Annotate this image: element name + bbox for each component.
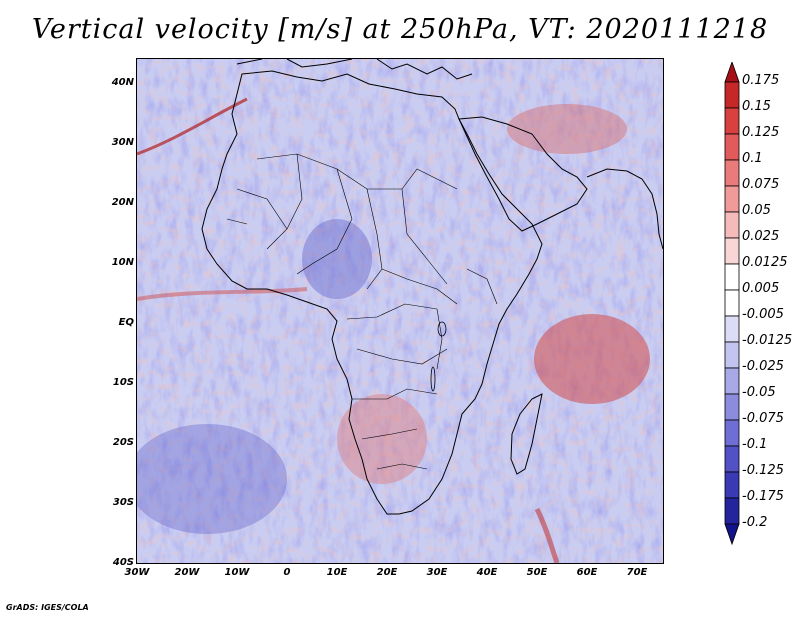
colorbar-segment bbox=[724, 211, 740, 239]
y-tick-label: 20N bbox=[111, 197, 134, 208]
x-tick-label: 30W bbox=[124, 567, 150, 578]
colorbar-label: -0.005 bbox=[742, 307, 784, 322]
chart-title: Vertical velocity [m/s] at 250hPa, VT: 2… bbox=[31, 14, 769, 45]
colorbar-label: -0.1 bbox=[742, 437, 768, 452]
colorbar-min-triangle bbox=[724, 523, 740, 546]
vertical-velocity-field bbox=[137, 59, 663, 563]
colorbar-segment bbox=[724, 393, 740, 421]
itcz-band bbox=[137, 287, 308, 301]
colorbar-label: 0.15 bbox=[742, 99, 771, 114]
colorbar-segment bbox=[724, 445, 740, 473]
colorbar-label: -0.025 bbox=[742, 359, 784, 374]
x-tick-label: 10W bbox=[224, 567, 250, 578]
colorbar-segment bbox=[724, 237, 740, 265]
southern-africa-ascent-patch bbox=[337, 394, 427, 484]
x-tick-label: 0 bbox=[283, 567, 291, 578]
x-tick-label: 60E bbox=[576, 567, 598, 578]
y-tick-label: 40S bbox=[112, 557, 134, 568]
arabia-ascent-patch bbox=[507, 104, 627, 154]
colorbar-label: -0.175 bbox=[742, 489, 784, 504]
x-tick-label: 20E bbox=[376, 567, 398, 578]
europe-coastline bbox=[236, 59, 473, 80]
colorbar-segment bbox=[724, 497, 740, 525]
colorbar-label: 0.025 bbox=[742, 229, 780, 244]
arabia-coastline bbox=[458, 116, 588, 232]
map-plot-area bbox=[136, 58, 664, 564]
country-borders bbox=[226, 153, 498, 470]
x-tick-label: 30E bbox=[426, 567, 448, 578]
colorbar-segment bbox=[724, 81, 740, 109]
y-tick-label: 40N bbox=[111, 77, 134, 88]
lake-tanganyika bbox=[430, 366, 436, 392]
lake-victoria bbox=[437, 321, 447, 337]
colorbar-segment bbox=[724, 315, 740, 343]
x-tick-label: 20W bbox=[174, 567, 200, 578]
colorbar-max-triangle bbox=[724, 62, 740, 83]
grads-credit: GrADS: IGES/COLA bbox=[6, 603, 89, 612]
y-tick-label: 30N bbox=[111, 137, 134, 148]
y-tick-label: 10S bbox=[112, 377, 134, 388]
colorbar-label: -0.2 bbox=[742, 515, 768, 530]
indian-ocean-ascent-patch bbox=[534, 314, 650, 404]
x-tick-label: 70E bbox=[626, 567, 648, 578]
colorbar-label: 0.005 bbox=[742, 281, 780, 296]
asia-coastline bbox=[586, 168, 663, 250]
colorbar-segment bbox=[724, 471, 740, 499]
x-tick-label: 10E bbox=[326, 567, 348, 578]
y-tick-label: 20S bbox=[112, 437, 134, 448]
colorbar-segment bbox=[724, 107, 740, 135]
y-tick-label: 30S bbox=[112, 497, 134, 508]
colorbar-segment bbox=[724, 185, 740, 213]
colorbar-label: -0.0125 bbox=[742, 333, 793, 348]
colorbar-label: -0.075 bbox=[742, 411, 784, 426]
sahara-descent-patch bbox=[302, 219, 372, 299]
colorbar-segment bbox=[724, 133, 740, 161]
colorbar-label: -0.125 bbox=[742, 463, 784, 478]
colorbar-segment bbox=[724, 341, 740, 369]
madagascar-coastline bbox=[510, 393, 543, 475]
colorbar-segment bbox=[724, 289, 740, 317]
y-tick-label: EQ bbox=[118, 317, 134, 328]
colorbar-segment bbox=[724, 263, 740, 291]
colorbar-label: 0.175 bbox=[742, 73, 780, 88]
colorbar-label: 0.125 bbox=[742, 125, 780, 140]
colorbar-segment bbox=[724, 159, 740, 187]
ascent-texture bbox=[137, 59, 663, 563]
colorbar-segment bbox=[724, 367, 740, 395]
x-tick-label: 40E bbox=[476, 567, 498, 578]
mozambique-channel-ascent bbox=[534, 507, 560, 563]
colorbar-label: 0.075 bbox=[742, 177, 780, 192]
colorbar-label: 0.0125 bbox=[742, 255, 788, 270]
y-tick-label: 10N bbox=[111, 257, 134, 268]
colorbar-label: -0.05 bbox=[742, 385, 776, 400]
colorbar-label: 0.1 bbox=[742, 151, 763, 166]
colorbar-label: 0.05 bbox=[742, 203, 771, 218]
colorbar-segment bbox=[724, 419, 740, 447]
south-atlantic-descent-patch bbox=[137, 424, 287, 534]
colorbar bbox=[724, 62, 740, 546]
x-tick-label: 50E bbox=[526, 567, 548, 578]
